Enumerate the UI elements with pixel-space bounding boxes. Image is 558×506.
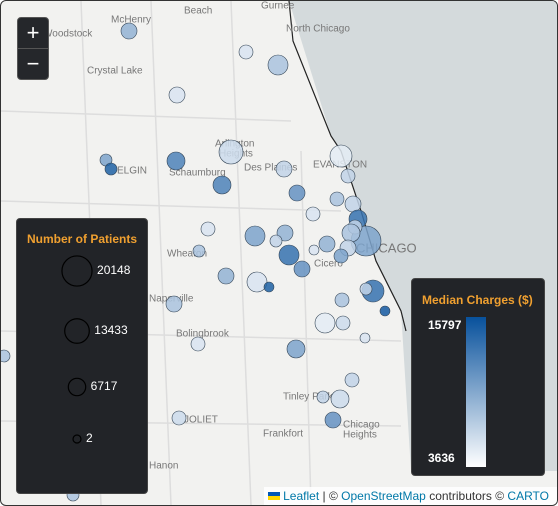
color-max: 15797 bbox=[428, 318, 462, 332]
size-legend: Number of Patients 20148 13433 6717 2 bbox=[16, 218, 148, 494]
attribution: Leaflet | © OpenStreetMap contributors ©… bbox=[263, 487, 557, 505]
bubble bbox=[276, 224, 294, 242]
link[interactable]: Leaflet bbox=[283, 489, 320, 503]
bubble bbox=[379, 305, 391, 317]
place: Frankfort bbox=[263, 429, 303, 440]
bubble bbox=[341, 223, 361, 243]
place: Chicago bbox=[343, 420, 380, 431]
color-bar bbox=[466, 317, 486, 467]
bubble bbox=[318, 235, 336, 253]
bubble bbox=[329, 191, 345, 207]
place: Tinley Park bbox=[283, 392, 334, 403]
size-label: 13433 bbox=[94, 323, 128, 337]
color-min: 3636 bbox=[428, 451, 455, 465]
legend-title: Median Charges ($) bbox=[422, 293, 533, 307]
place: Beach bbox=[184, 6, 212, 17]
bubble bbox=[324, 411, 342, 429]
text: | © bbox=[322, 489, 338, 503]
place: Des Plaines bbox=[244, 163, 297, 174]
size-symbol bbox=[64, 318, 90, 344]
bubble bbox=[267, 54, 289, 76]
place: Hanon bbox=[149, 461, 178, 472]
text: contributors © bbox=[429, 489, 505, 503]
bubble bbox=[305, 206, 321, 222]
place: Schaumburg bbox=[169, 168, 226, 179]
bubble bbox=[308, 244, 320, 256]
bubble bbox=[1, 349, 11, 363]
bubble bbox=[335, 315, 351, 331]
bubble bbox=[120, 22, 138, 40]
bubble bbox=[286, 339, 306, 359]
bubble bbox=[166, 151, 186, 171]
bubble bbox=[333, 248, 349, 264]
bubble bbox=[192, 244, 206, 258]
zoom-in[interactable]: + bbox=[17, 17, 49, 49]
place: Crystal Lake bbox=[87, 66, 143, 77]
bubble bbox=[171, 410, 187, 426]
bubble bbox=[200, 221, 216, 237]
bubbles bbox=[1, 22, 391, 502]
bubble bbox=[344, 372, 360, 388]
place: Cicero bbox=[314, 259, 343, 270]
color-legend: Median Charges ($) 15797 3636 bbox=[411, 278, 545, 476]
place: Heights bbox=[343, 430, 377, 441]
bubble bbox=[293, 260, 311, 278]
bubble bbox=[288, 184, 306, 202]
link[interactable]: OpenStreetMap bbox=[341, 489, 426, 503]
bubble bbox=[359, 282, 373, 296]
size-symbol bbox=[72, 434, 82, 444]
size-label: 6717 bbox=[91, 379, 118, 393]
place: ELGIN bbox=[117, 166, 147, 177]
bubble bbox=[340, 168, 356, 184]
bubble bbox=[278, 244, 300, 266]
link[interactable]: CARTO bbox=[507, 489, 549, 503]
bubble bbox=[238, 44, 254, 60]
place: Gurnee bbox=[261, 1, 295, 12]
bubble bbox=[217, 267, 235, 285]
bubble bbox=[275, 160, 293, 178]
bubble bbox=[246, 271, 268, 293]
zoom-out[interactable]: − bbox=[17, 48, 49, 80]
bubble bbox=[104, 162, 118, 176]
bubble bbox=[165, 295, 183, 313]
bubble bbox=[190, 336, 206, 352]
bubble bbox=[330, 389, 350, 409]
bubble bbox=[244, 225, 266, 247]
place: McHenry bbox=[111, 15, 151, 26]
bubble bbox=[218, 139, 244, 165]
bubble bbox=[212, 175, 232, 195]
place: Bolingbrook bbox=[176, 329, 230, 340]
size-symbol bbox=[67, 377, 87, 397]
bubble bbox=[316, 390, 330, 404]
place: Woodstock bbox=[43, 29, 93, 40]
size-label: 2 bbox=[86, 431, 93, 445]
bubble bbox=[329, 144, 353, 168]
bubble bbox=[314, 312, 336, 334]
size-label: 20148 bbox=[97, 263, 131, 277]
size-symbol bbox=[61, 255, 93, 287]
bubble bbox=[168, 86, 186, 104]
bubble bbox=[263, 281, 275, 293]
bubble bbox=[359, 332, 371, 344]
bubble bbox=[344, 195, 362, 213]
size-legend-marks: 20148 13433 6717 2 bbox=[61, 255, 131, 445]
bubble bbox=[334, 292, 350, 308]
bubble bbox=[269, 234, 283, 248]
legend-title: Number of Patients bbox=[27, 232, 138, 246]
place: JOLIET bbox=[184, 415, 218, 426]
place: Wheaton bbox=[167, 249, 207, 260]
place: North Chicago bbox=[286, 24, 350, 35]
